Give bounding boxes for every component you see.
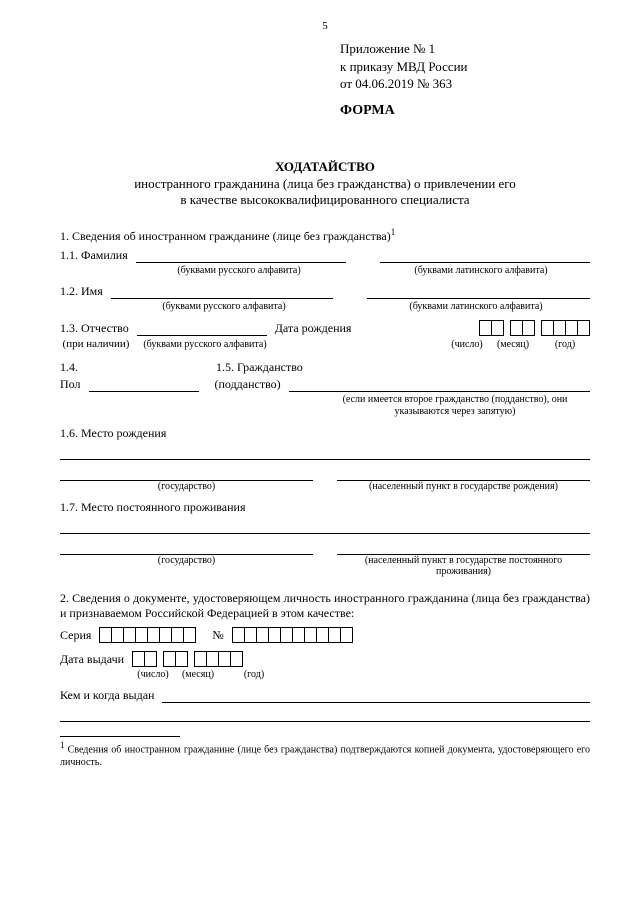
cap-dob-d: (число) [448, 339, 486, 350]
label-dob: Дата рождения [275, 321, 352, 336]
row-sex-citizenship-2: Пол (подданство) [60, 377, 590, 392]
cap-name-lat: (буквами латинского алфавита) [362, 301, 590, 312]
input-residence-1[interactable] [60, 519, 590, 534]
row-sex-citizenship: 1.4. 1.5. Гражданство [60, 360, 590, 375]
row-surname: 1.1. Фамилия [60, 248, 590, 263]
label-patronymic: 1.3. Отчество [60, 321, 129, 336]
cap-birth-locality: (населенный пункт в государстве рождения… [337, 481, 590, 492]
cap-birth-state: (государство) [60, 481, 313, 492]
input-citizenship[interactable] [289, 377, 590, 392]
input-res-state[interactable] [60, 540, 313, 555]
footnote: 1 Сведения об иностранном гражданине (ли… [60, 740, 590, 769]
cap-surname-lat: (буквами латинского алфавита) [372, 265, 590, 276]
input-birth-state[interactable] [60, 466, 313, 481]
label-surname: 1.1. Фамилия [60, 248, 128, 263]
input-patronymic[interactable] [137, 321, 267, 336]
dob-year[interactable] [541, 320, 590, 336]
input-series[interactable] [99, 627, 196, 643]
cap-patronymic-sub: (при наличии) [60, 338, 132, 350]
row-patronymic: 1.3. Отчество Дата рождения [60, 320, 590, 336]
input-issued-by-2[interactable] [60, 707, 590, 722]
row-issue-date: Дата выдачи [60, 651, 590, 667]
input-res-locality[interactable] [337, 540, 590, 555]
label-number: № [212, 628, 223, 643]
label-citizenship-sub: (подданство) [215, 377, 281, 392]
dob-day[interactable] [479, 320, 504, 336]
cap-issue-d: (число) [136, 669, 170, 680]
input-sex[interactable] [89, 377, 199, 392]
row-series-number: Серия № [60, 627, 590, 643]
cap-issue-m: (месяц) [178, 669, 218, 680]
page-number: 5 [60, 20, 590, 32]
cap-issue-y: (год) [226, 669, 282, 680]
input-number[interactable] [232, 627, 353, 643]
title-line3: в качестве высококвалифицированного спец… [60, 192, 590, 209]
input-birthplace-1[interactable] [60, 445, 590, 460]
cap-surname-ru: (буквами русского алфавита) [130, 265, 348, 276]
appendix-line1: Приложение № 1 [340, 40, 590, 58]
row-residence-split [60, 540, 590, 555]
cap-name-ru: (буквами русского алфавита) [110, 301, 338, 312]
cap-dob-m: (месяц) [494, 339, 532, 350]
label-issue-date: Дата выдачи [60, 652, 124, 667]
label-15: 1.5. Гражданство [216, 360, 303, 375]
form-heading: ФОРМА [340, 103, 590, 119]
label-sex: Пол [60, 377, 81, 392]
input-name-lat[interactable] [367, 284, 590, 299]
page: 5 Приложение № 1 к приказу МВД России от… [0, 0, 640, 790]
cap-res-state: (государство) [60, 555, 313, 577]
input-issued-by[interactable] [162, 688, 590, 703]
appendix-line3: от 04.06.2019 № 363 [340, 75, 590, 93]
title: ХОДАТАЙСТВО иностранного гражданина (лиц… [60, 159, 590, 210]
title-line1: ХОДАТАЙСТВО [60, 159, 590, 176]
section1-head-sup: 1 [391, 227, 396, 237]
dob-boxes [479, 320, 590, 336]
footnote-rule [60, 736, 180, 737]
label-14: 1.4. [60, 360, 90, 375]
issue-month[interactable] [163, 651, 188, 667]
cap-res-locality: (населенный пункт в государстве постоянн… [337, 555, 590, 577]
row-name: 1.2. Имя [60, 284, 590, 299]
label-birthplace: 1.6. Место рождения [60, 426, 590, 441]
appendix-block: Приложение № 1 к приказу МВД России от 0… [340, 40, 590, 93]
footnote-text: Сведения об иностранном гражданине (лице… [60, 745, 590, 769]
row-issued-by: Кем и когда выдан [60, 688, 590, 703]
issue-year[interactable] [194, 651, 243, 667]
label-issued-by: Кем и когда выдан [60, 688, 154, 703]
row-birthplace-split [60, 466, 590, 481]
cap-dob-y: (год) [540, 339, 590, 350]
cap-patronymic-ru: (буквами русского алфавита) [140, 339, 270, 350]
issue-day[interactable] [132, 651, 157, 667]
input-surname-ru[interactable] [136, 248, 346, 263]
title-line2: иностранного гражданина (лица без гражда… [60, 176, 590, 193]
label-series: Серия [60, 628, 91, 643]
input-name-ru[interactable] [111, 284, 334, 299]
dob-month[interactable] [510, 320, 535, 336]
input-surname-lat[interactable] [380, 248, 590, 263]
note-citizenship: (если имеется второе гражданство (поддан… [320, 394, 590, 418]
input-birth-locality[interactable] [337, 466, 590, 481]
section1-head: 1. Сведения об иностранном гражданине (л… [60, 227, 590, 244]
section1-head-text: 1. Сведения об иностранном гражданине (л… [60, 229, 391, 243]
appendix-line2: к приказу МВД России [340, 58, 590, 76]
label-name: 1.2. Имя [60, 284, 103, 299]
section2-head: 2. Сведения о документе, удостоверяющем … [60, 591, 590, 621]
label-residence: 1.7. Место постоянного проживания [60, 500, 590, 515]
